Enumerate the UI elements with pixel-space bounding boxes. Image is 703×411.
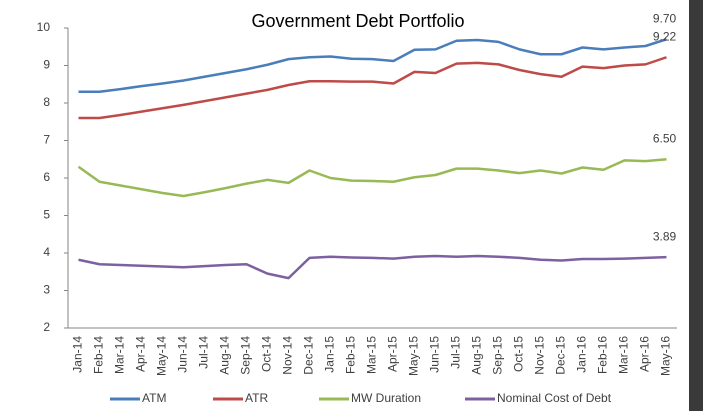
x-tick-label: Sep-15 [491,336,505,375]
y-tick-label: 9 [43,58,50,72]
y-tick-label: 4 [43,245,50,259]
x-tick-label: Dec-15 [554,336,568,375]
y-tick-label: 8 [43,95,50,109]
window-edge [689,0,703,411]
data-label: 9.70 [653,11,677,25]
series-line [78,254,667,280]
y-tick-label: 3 [43,283,50,297]
x-tick-label: Jul-14 [197,336,211,369]
legend-label: MW Duration [351,391,421,405]
x-tick-label: Sep-14 [239,336,253,375]
legend-label: ATM [142,391,166,405]
y-tick-label: 10 [37,20,51,34]
x-tick-label: Aug-14 [218,336,232,375]
data-label: 9.22 [653,29,677,43]
y-tick-label: 6 [43,170,50,184]
x-tick-label: Jun-14 [176,336,190,373]
series-line [78,56,667,120]
x-tick-label: Mar-16 [617,336,631,374]
x-tick-label: Feb-15 [344,336,358,374]
x-tick-label: Mar-14 [113,336,127,374]
x-tick-label: May-15 [407,336,421,376]
x-tick-label: Feb-16 [596,336,610,374]
x-tick-label: Jan-16 [575,336,589,373]
x-tick-label: Apr-15 [386,336,400,372]
x-tick-label: Jan-14 [71,336,85,373]
x-tick-label: Nov-15 [533,336,547,375]
legend-label: Nominal Cost of Debt [497,391,612,405]
data-label: 6.50 [653,131,677,145]
x-tick-label: Aug-15 [470,336,484,375]
x-tick-label: Jul-15 [449,336,463,369]
x-tick-label: Oct-15 [512,336,526,372]
x-tick-label: Feb-14 [92,336,106,374]
y-tick-label: 2 [43,320,50,334]
legend-label: ATR [245,391,268,405]
x-tick-label: Apr-16 [638,336,652,372]
x-tick-label: Oct-14 [260,336,274,372]
series-line [77,158,667,198]
y-tick-label: 7 [43,133,50,147]
x-tick-label: Apr-14 [134,336,148,372]
x-tick-label: May-16 [659,336,673,376]
x-tick-label: May-14 [155,336,169,376]
x-tick-label: Dec-14 [302,336,316,375]
x-tick-label: Jan-15 [323,336,337,373]
chart-title: Government Debt Portfolio [251,11,464,31]
y-tick-label: 5 [43,208,50,222]
series-line [78,38,667,93]
data-label: 3.89 [653,229,677,243]
x-tick-label: Nov-14 [281,336,295,375]
x-tick-label: Jun-15 [428,336,442,373]
x-tick-label: Mar-15 [365,336,379,374]
